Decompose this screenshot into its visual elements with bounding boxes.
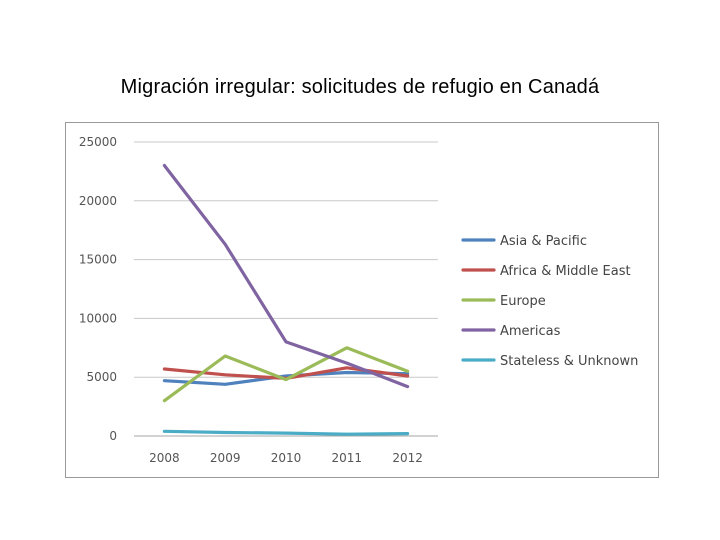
x-tick-label: 2009 <box>210 451 241 465</box>
legend: Asia & Pacific Africa & Middle East Europe… <box>461 234 638 369</box>
x-tick-label: 2012 <box>392 451 423 465</box>
x-tick-label: 2010 <box>271 451 302 465</box>
series-lines <box>162 163 410 436</box>
y-axis-ticks: 0 5000 10000 15000 20000 25000 <box>79 135 117 443</box>
gridlines <box>134 141 438 437</box>
legend-label: Asia & Pacific <box>500 234 587 249</box>
series-line-asia-pacific <box>162 370 410 386</box>
y-tick-label: 0 <box>109 429 117 443</box>
legend-label: Americas <box>500 324 561 339</box>
y-tick-label: 20000 <box>79 194 117 208</box>
y-tick-label: 25000 <box>79 135 117 149</box>
x-tick-label: 2008 <box>149 451 180 465</box>
x-tick-label: 2011 <box>332 451 363 465</box>
slide-title: Migración irregular: solicitudes de refu… <box>120 76 600 98</box>
series-line-americas <box>162 163 410 389</box>
chart-frame <box>65 122 659 478</box>
series-line-stateless-unknown <box>162 429 410 436</box>
series-line-europe <box>162 346 410 403</box>
legend-label: Stateless & Unknown <box>500 354 638 369</box>
legend-label: Europe <box>500 294 546 309</box>
y-tick-label: 15000 <box>79 253 117 267</box>
y-tick-label: 5000 <box>86 370 117 384</box>
legend-label: Africa & Middle East <box>500 264 631 279</box>
x-axis-ticks: 2008 2009 2010 2011 2012 <box>149 451 423 465</box>
y-tick-label: 10000 <box>79 311 117 325</box>
